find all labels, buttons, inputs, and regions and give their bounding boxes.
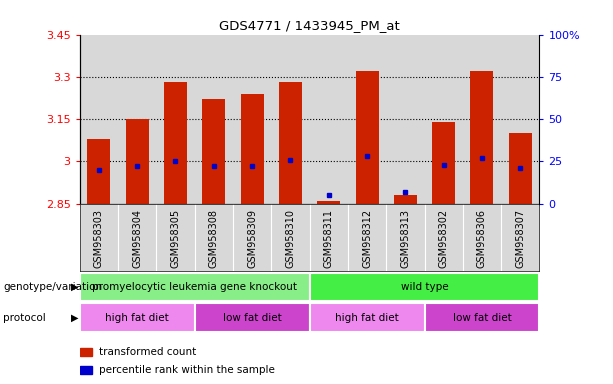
Bar xyxy=(310,303,424,332)
Bar xyxy=(80,303,195,332)
Text: low fat diet: low fat diet xyxy=(452,313,511,323)
Bar xyxy=(424,303,539,332)
Bar xyxy=(356,71,379,204)
Bar xyxy=(80,273,310,301)
Bar xyxy=(87,139,110,204)
Text: high fat diet: high fat diet xyxy=(335,313,399,323)
Text: GSM958304: GSM958304 xyxy=(132,209,142,268)
Bar xyxy=(310,273,539,301)
Text: low fat diet: low fat diet xyxy=(223,313,281,323)
Text: high fat diet: high fat diet xyxy=(105,313,169,323)
Text: GSM958306: GSM958306 xyxy=(477,209,487,268)
Text: GSM958305: GSM958305 xyxy=(170,209,180,268)
Text: transformed count: transformed count xyxy=(99,347,196,357)
Text: GSM958308: GSM958308 xyxy=(209,209,219,268)
Bar xyxy=(126,119,149,204)
Text: protocol: protocol xyxy=(3,313,46,323)
Text: genotype/variation: genotype/variation xyxy=(3,282,102,292)
Text: GSM958312: GSM958312 xyxy=(362,209,372,268)
Bar xyxy=(164,83,187,204)
Bar xyxy=(80,366,92,374)
Bar xyxy=(195,303,310,332)
Text: GSM958309: GSM958309 xyxy=(247,209,257,268)
Text: GSM958302: GSM958302 xyxy=(439,209,449,268)
Bar xyxy=(509,133,531,204)
Bar xyxy=(279,83,302,204)
Bar xyxy=(318,201,340,204)
Text: GSM958311: GSM958311 xyxy=(324,209,333,268)
Text: GSM958310: GSM958310 xyxy=(286,209,295,268)
Text: promyelocytic leukemia gene knockout: promyelocytic leukemia gene knockout xyxy=(92,282,297,292)
Bar xyxy=(240,94,264,204)
Text: ▶: ▶ xyxy=(71,282,78,292)
Text: GSM958303: GSM958303 xyxy=(94,209,104,268)
Text: GSM958307: GSM958307 xyxy=(516,209,525,268)
Text: ▶: ▶ xyxy=(71,313,78,323)
Bar xyxy=(202,99,226,204)
Bar xyxy=(432,122,455,204)
Bar xyxy=(80,348,92,356)
Bar xyxy=(394,195,417,204)
Bar xyxy=(471,71,493,204)
Title: GDS4771 / 1433945_PM_at: GDS4771 / 1433945_PM_at xyxy=(219,19,400,32)
Text: GSM958313: GSM958313 xyxy=(400,209,410,268)
Text: wild type: wild type xyxy=(401,282,448,292)
Text: percentile rank within the sample: percentile rank within the sample xyxy=(99,365,275,375)
